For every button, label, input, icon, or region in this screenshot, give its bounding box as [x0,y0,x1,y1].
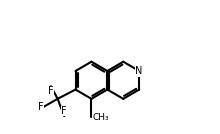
Text: N: N [136,66,143,76]
Text: CH₃: CH₃ [93,113,109,122]
Text: F: F [38,102,44,112]
Text: F: F [48,86,54,96]
Text: F: F [61,106,67,116]
